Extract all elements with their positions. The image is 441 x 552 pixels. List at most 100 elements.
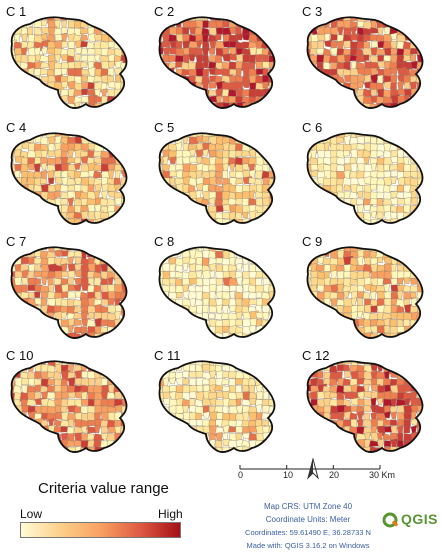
district-polygon [202, 33, 209, 43]
district-polygon [61, 291, 69, 298]
district-polygon [60, 385, 68, 394]
district-polygon [181, 333, 190, 339]
district-polygon [409, 133, 420, 140]
district-polygon [34, 219, 41, 225]
district-polygon [268, 156, 275, 164]
district-polygon [310, 363, 318, 372]
map-panel-c7: C 7 [0, 234, 140, 344]
district-polygon [74, 283, 82, 292]
district-polygon [417, 40, 423, 50]
district-polygon [410, 142, 417, 154]
district-polygon [216, 205, 224, 212]
district-polygon [195, 135, 204, 143]
district-polygon [47, 103, 58, 109]
district-polygon [247, 17, 257, 25]
district-polygon [120, 17, 127, 23]
district-polygon [162, 75, 172, 86]
district-polygon [383, 204, 391, 213]
district-polygon [337, 212, 345, 220]
district-polygon [242, 384, 250, 392]
map-panel-c8: C 8 [148, 234, 288, 344]
district-polygon [370, 305, 378, 313]
district-polygon [376, 34, 385, 42]
district-polygon [329, 378, 338, 386]
district-polygon [54, 411, 63, 420]
district-polygon [255, 284, 265, 293]
district-polygon [209, 305, 217, 313]
district-polygon [194, 61, 205, 69]
district-polygon [27, 332, 36, 339]
district-polygon [208, 82, 217, 89]
district-polygon [209, 291, 216, 301]
district-polygon [403, 419, 411, 429]
district-polygon [330, 326, 339, 333]
district-polygon [11, 326, 14, 334]
district-polygon [222, 432, 229, 441]
district-polygon [40, 446, 48, 453]
district-polygon [160, 312, 172, 323]
district-polygon [106, 391, 116, 400]
district-polygon [54, 54, 61, 62]
district-polygon [208, 197, 216, 205]
district-polygon [262, 332, 270, 339]
district-polygon [337, 218, 347, 225]
district-polygon [11, 412, 16, 423]
district-polygon [11, 20, 18, 29]
district-polygon [416, 376, 423, 386]
district-polygon [269, 17, 275, 23]
district-polygon [363, 54, 370, 61]
district-polygon [322, 205, 331, 213]
district-polygon [162, 305, 173, 315]
district-polygon [162, 317, 171, 328]
district-polygon [307, 312, 311, 321]
district-polygon [215, 27, 224, 35]
district-polygon [417, 361, 423, 367]
map-c6 [306, 132, 424, 226]
district-polygon [175, 312, 185, 323]
district-polygon [182, 370, 190, 379]
district-polygon [88, 211, 95, 221]
district-polygon [317, 432, 324, 442]
district-polygon [382, 361, 393, 368]
district-polygon [382, 247, 391, 254]
district-polygon [120, 133, 127, 139]
district-polygon [316, 325, 326, 336]
district-polygon [27, 82, 38, 90]
district-polygon [356, 81, 364, 89]
district-polygon [344, 370, 351, 379]
district-polygon [60, 27, 68, 34]
district-polygon [114, 370, 121, 378]
district-polygon [416, 331, 423, 339]
district-polygon [324, 218, 334, 225]
district-polygon [182, 262, 189, 272]
district-polygon [315, 82, 324, 90]
district-polygon [159, 89, 166, 96]
district-polygon [330, 211, 338, 221]
district-polygon [87, 291, 96, 299]
district-polygon [242, 133, 249, 138]
district-polygon [416, 26, 423, 36]
district-polygon [54, 446, 65, 453]
district-polygon [21, 190, 31, 200]
district-polygon [357, 410, 364, 421]
district-polygon [262, 247, 273, 253]
district-polygon [159, 67, 166, 75]
district-polygon [416, 325, 423, 333]
district-polygon [34, 270, 43, 278]
district-polygon [81, 75, 88, 82]
district-polygon [268, 378, 275, 389]
district-polygon [88, 67, 96, 77]
district-polygon [343, 219, 351, 225]
district-polygon [383, 133, 390, 137]
district-polygon [189, 447, 196, 453]
district-polygon [195, 277, 204, 286]
district-polygon [121, 19, 127, 30]
district-polygon [54, 249, 62, 258]
district-polygon [202, 148, 209, 157]
map-c8 [158, 246, 276, 340]
district-polygon [188, 95, 197, 103]
district-polygon [20, 440, 29, 451]
district-polygon [100, 278, 109, 286]
district-polygon [390, 32, 398, 41]
district-polygon [182, 426, 191, 434]
